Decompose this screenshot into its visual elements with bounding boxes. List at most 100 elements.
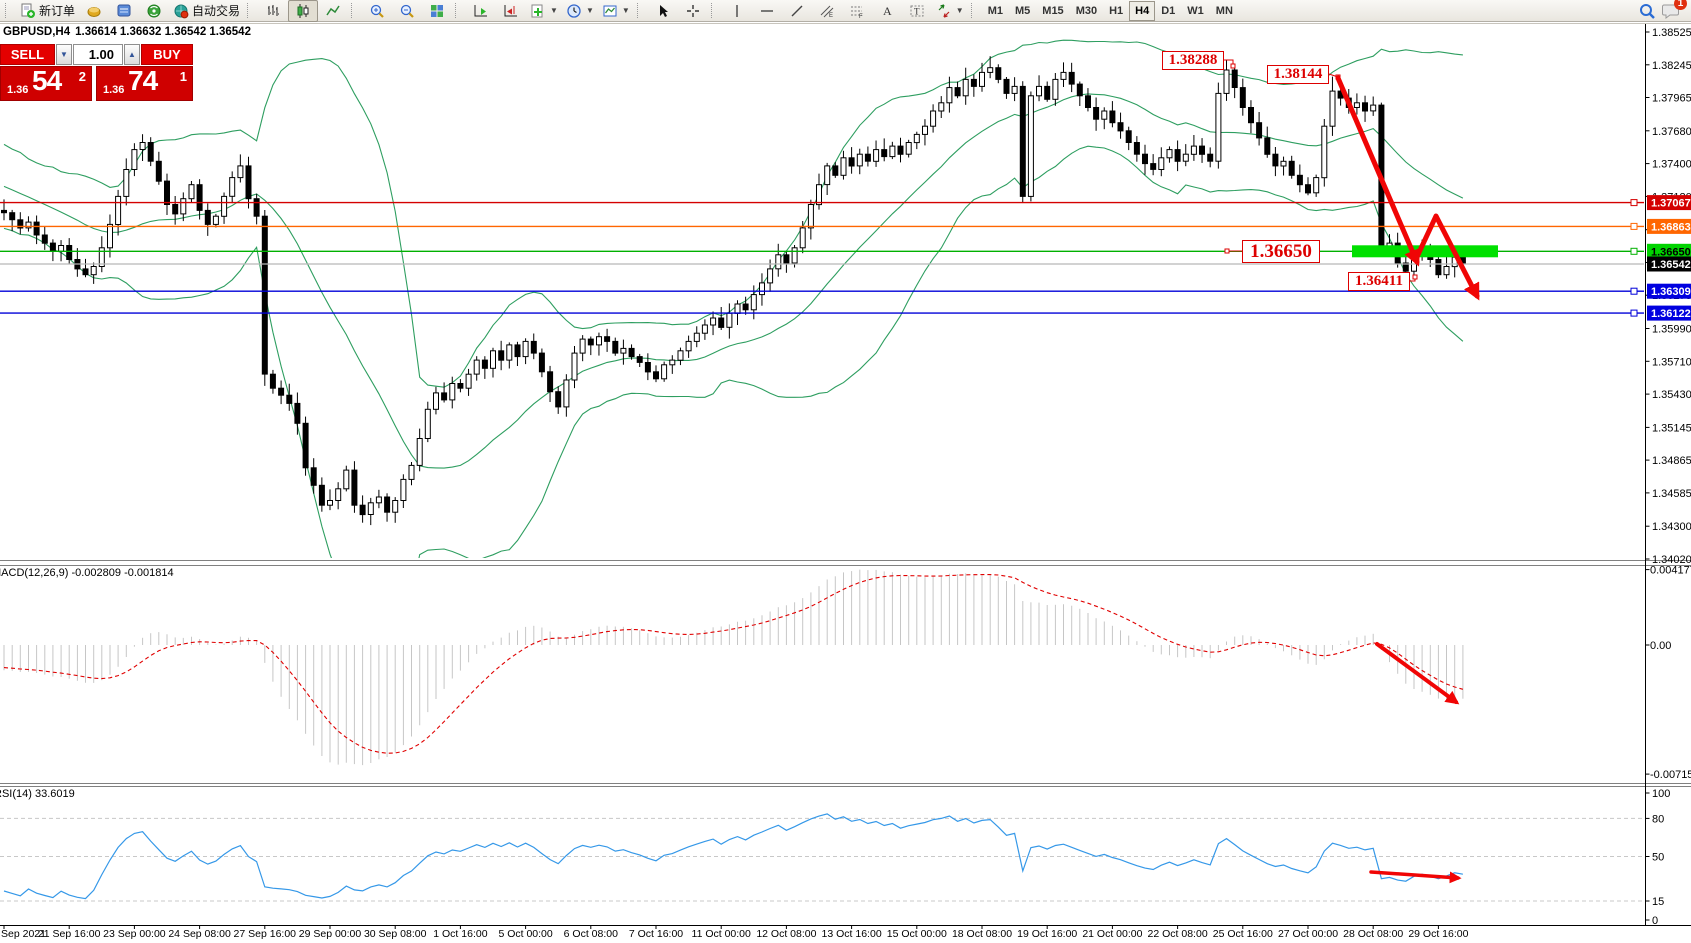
chevron-down-icon: ▼ [585,6,594,15]
vertical-line-tool-button[interactable] [722,0,752,22]
trendline-tool-button[interactable] [782,0,812,22]
svg-text:13 Oct 16:00: 13 Oct 16:00 [822,928,882,940]
search-icon[interactable] [1638,2,1656,20]
svg-text:0.004177: 0.004177 [1650,565,1691,577]
bid-price-sup: 2 [78,69,86,84]
crosshair-tool-button[interactable] [678,0,708,22]
tile-windows-button[interactable] [422,0,452,22]
svg-text:1.34300: 1.34300 [1652,521,1691,533]
bar-chart-button[interactable] [258,0,288,22]
new-order-button[interactable]: 新订单 [16,0,79,22]
svg-text:1.34865: 1.34865 [1652,455,1691,467]
candlestick-chart-button[interactable] [288,0,319,22]
volume-input[interactable]: 1.00 [73,44,123,65]
tab-timeframe-M15[interactable]: M15 [1042,4,1064,17]
channel-tool-button[interactable]: E [812,0,842,22]
svg-text:1 Oct 16:00: 1 Oct 16:00 [433,928,487,940]
tab-timeframe-MN[interactable]: MN [1215,4,1233,17]
svg-text:25 Oct 16:00: 25 Oct 16:00 [1213,928,1273,940]
svg-text:1.37680: 1.37680 [1652,126,1691,138]
auto-scroll-icon [474,4,488,16]
svg-text:1.36122: 1.36122 [1651,308,1691,320]
auto-scroll-button[interactable] [466,0,496,22]
autotrading-icon [174,4,189,18]
label-tool-button[interactable]: T [902,0,932,22]
notifications-button[interactable]: 1 [1662,0,1687,20]
svg-text:1.35430: 1.35430 [1652,389,1691,401]
chart-shift-icon [504,4,518,16]
svg-text:T: T [914,6,920,16]
tab-timeframe-H4[interactable]: H4 [1129,0,1156,21]
volume-increase-button[interactable]: ▲ [124,44,140,65]
toolbar-grip [710,3,718,18]
tab-timeframe-M30[interactable]: M30 [1075,4,1098,17]
periods-button[interactable]: ▼ [562,0,598,22]
candlestick-chart-icon [297,3,309,18]
fibonacci-tool-button[interactable]: F [842,0,872,22]
svg-text:0.00: 0.00 [1650,640,1671,652]
svg-text:21 Sep 16:00: 21 Sep 16:00 [38,928,101,940]
trendline-icon [791,5,803,16]
signals-button[interactable] [139,0,169,22]
timeframe-bar: M1 M5 M15 M30 H1 H4 D1 W1 MN [982,0,1239,21]
horizontal-line-icon [760,9,773,12]
ask-price-prefix: 1.36 [103,84,125,96]
text-label-icon: T [910,5,924,16]
horizontal-line-tool-button[interactable] [752,0,782,22]
svg-text:E: E [829,13,833,19]
svg-text:A: A [883,4,892,18]
svg-text:1.38245: 1.38245 [1652,60,1691,72]
svg-text:27 Sep 16:00: 27 Sep 16:00 [234,928,297,940]
templates-button[interactable]: ▼ [598,0,634,22]
new-order-label: 新订单 [39,4,76,18]
data-window-button[interactable] [109,0,139,22]
svg-text:15: 15 [1652,896,1664,908]
price-callout: 1.36650 [1242,240,1320,263]
svg-text:29 Sep 00:00: 29 Sep 00:00 [299,928,362,940]
symbol-timeframe-label: GBPUSD,H4 [3,26,71,38]
svg-text:1.34585: 1.34585 [1652,488,1691,500]
svg-text:30 Sep 08:00: 30 Sep 08:00 [364,928,427,940]
toolbar-grip [455,3,462,18]
arrows-tool-button[interactable]: ▼ [932,0,968,22]
profiles-icon [87,6,101,17]
bid-price-big: 54 [32,65,62,96]
svg-text:1.35145: 1.35145 [1652,422,1691,434]
templates-icon [603,5,617,16]
tab-timeframe-D1[interactable]: D1 [1161,4,1176,17]
autotrading-button[interactable]: 自动交易 [169,0,244,22]
tile-windows-icon [431,4,444,17]
svg-text:1.34020: 1.34020 [1652,554,1691,566]
line-chart-button[interactable] [318,0,348,22]
autotrading-label: 自动交易 [192,4,241,18]
svg-text:1.38525: 1.38525 [1652,27,1691,39]
svg-text:100: 100 [1652,788,1670,800]
tab-timeframe-W1[interactable]: W1 [1187,4,1204,17]
svg-text:19 Oct 16:00: 19 Oct 16:00 [1017,928,1077,940]
ask-price-sup: 1 [179,69,187,84]
profiles-button[interactable] [79,0,109,22]
volume-decrease-button[interactable]: ▼ [56,44,72,65]
cursor-tool-button[interactable] [648,0,678,22]
svg-text:6 Oct 08:00: 6 Oct 08:00 [564,928,618,940]
svg-text:1.36650: 1.36650 [1651,246,1691,258]
bid-price-display[interactable]: 1.36 54 2 [0,65,92,101]
ask-price-display[interactable]: 1.36 74 1 [96,65,193,101]
tab-timeframe-H1[interactable]: H1 [1109,4,1124,17]
tab-timeframe-M1[interactable]: M1 [987,4,1003,17]
sell-button[interactable]: SELL [0,44,55,65]
svg-text:1.35990: 1.35990 [1652,324,1691,336]
bid-price-prefix: 1.36 [7,84,29,96]
toolbar-grip [5,3,12,18]
text-tool-button[interactable]: A [872,0,902,22]
svg-text:1.35710: 1.35710 [1652,356,1691,368]
tab-timeframe-M5[interactable]: M5 [1015,4,1031,17]
svg-text:-0.007153: -0.007153 [1650,769,1691,781]
zoom-in-button[interactable] [362,0,392,22]
zoom-out-button[interactable] [392,0,422,22]
buy-button[interactable]: BUY [141,44,193,65]
chart-shift-button[interactable] [496,0,526,22]
indicators-button[interactable]: ▼ [526,0,562,22]
cursor-icon [659,4,668,17]
